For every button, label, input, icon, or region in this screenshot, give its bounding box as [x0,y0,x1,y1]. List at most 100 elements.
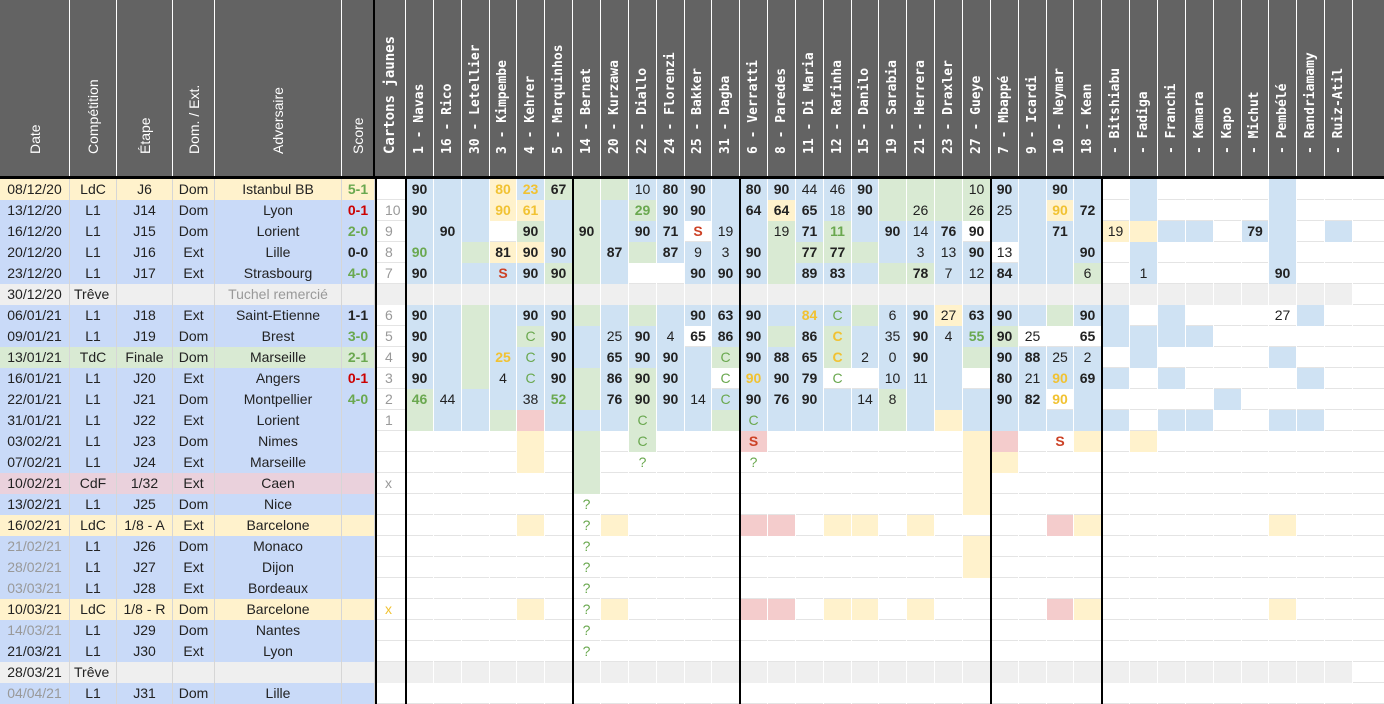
player-cell[interactable] [1130,620,1158,641]
player-cell[interactable] [1269,557,1297,578]
player-cell[interactable] [434,494,462,515]
player-cell[interactable]: 26 [907,200,935,221]
player-cell[interactable] [963,599,991,620]
player-cell[interactable] [657,452,685,473]
player-cell[interactable] [1214,515,1242,536]
player-cell[interactable] [434,242,462,263]
player-cell[interactable] [1102,599,1130,620]
player-cell[interactable] [1074,179,1102,200]
column-header[interactable]: Date [0,0,70,176]
player-cell[interactable] [657,620,685,641]
player-cell[interactable] [1214,221,1242,242]
player-cell[interactable] [768,683,796,704]
player-cell[interactable] [907,179,935,200]
player-cell[interactable] [1074,515,1102,536]
column-header[interactable]: 31 - Dagba [712,0,740,176]
player-cell[interactable] [573,410,601,431]
player-cell[interactable] [1269,662,1297,683]
player-cell[interactable] [573,683,601,704]
player-cell[interactable]: S [1047,431,1074,452]
player-cell[interactable] [573,284,601,305]
player-cell[interactable] [991,641,1019,662]
player-cell[interactable] [517,578,545,599]
player-cell[interactable] [462,347,490,368]
player-cell[interactable] [1047,473,1074,494]
player-cell[interactable]: C [629,410,657,431]
player-cell[interactable] [1019,410,1047,431]
player-cell[interactable] [657,284,685,305]
player-cell[interactable] [657,662,685,683]
player-cell[interactable] [1297,683,1325,704]
player-cell[interactable] [963,389,991,410]
player-cell[interactable]: 90 [685,200,712,221]
player-cell[interactable] [907,431,935,452]
player-cell[interactable] [685,557,712,578]
player-cell[interactable] [1019,599,1047,620]
player-cell[interactable] [517,536,545,557]
player-cell[interactable]: 2 [1074,347,1102,368]
player-cell[interactable] [1214,494,1242,515]
player-cell[interactable] [991,557,1019,578]
player-cell[interactable] [1102,200,1130,221]
player-cell[interactable] [907,641,935,662]
player-cell[interactable] [1102,410,1130,431]
column-header[interactable]: 15 - Danilo [852,0,879,176]
player-cell[interactable] [963,452,991,473]
player-cell[interactable]: 13 [991,242,1019,263]
player-cell[interactable]: 63 [963,305,991,326]
player-cell[interactable] [629,599,657,620]
player-cell[interactable] [712,641,740,662]
player-cell[interactable] [712,578,740,599]
player-cell[interactable] [1325,368,1353,389]
player-cell[interactable] [629,536,657,557]
player-cell[interactable] [1130,515,1158,536]
player-cell[interactable] [1130,431,1158,452]
player-cell[interactable] [991,284,1019,305]
player-cell[interactable]: 90 [490,200,517,221]
player-cell[interactable] [991,221,1019,242]
player-cell[interactable] [1186,536,1214,557]
player-cell[interactable] [1269,515,1297,536]
column-header[interactable]: 11 - Di Maria [796,0,824,176]
table-row[interactable]: 16/02/21 LdC 1/8 - A Ext Barcelone? [0,515,1384,536]
player-cell[interactable] [1158,389,1186,410]
player-cell[interactable] [1130,179,1158,200]
player-cell[interactable] [796,641,824,662]
player-cell[interactable] [1158,683,1186,704]
player-cell[interactable] [1297,305,1325,326]
player-cell[interactable] [517,431,545,452]
player-cell[interactable] [1019,179,1047,200]
player-cell[interactable] [712,683,740,704]
player-cell[interactable] [935,662,963,683]
player-cell[interactable] [879,473,907,494]
table-row[interactable]: 03/02/21 L1 J23 Dom Nimes C S S [0,431,1384,452]
player-cell[interactable] [824,620,852,641]
player-cell[interactable] [1158,599,1186,620]
player-cell[interactable] [490,536,517,557]
player-cell[interactable] [879,536,907,557]
player-cell[interactable] [573,326,601,347]
player-cell[interactable] [796,620,824,641]
player-cell[interactable]: 79 [1242,221,1269,242]
player-cell[interactable] [601,641,629,662]
player-cell[interactable]: 90 [657,200,685,221]
player-cell[interactable] [490,284,517,305]
player-cell[interactable] [1214,557,1242,578]
player-cell[interactable] [406,620,434,641]
player-cell[interactable]: 90 [740,263,768,284]
player-cell[interactable] [1186,263,1214,284]
player-cell[interactable] [1019,221,1047,242]
player-cell[interactable]: 89 [796,263,824,284]
player-cell[interactable] [1269,410,1297,431]
player-cell[interactable]: 90 [406,305,434,326]
player-cell[interactable] [1130,599,1158,620]
player-cell[interactable] [490,578,517,599]
player-cell[interactable] [1186,641,1214,662]
player-cell[interactable] [768,620,796,641]
player-cell[interactable] [657,557,685,578]
player-cell[interactable] [601,284,629,305]
player-cell[interactable] [490,473,517,494]
player-cell[interactable]: 90 [434,221,462,242]
player-cell[interactable] [1102,431,1130,452]
table-row[interactable]: 31/01/21 L1 J22 Ext Lorient 1 C C [0,410,1384,431]
